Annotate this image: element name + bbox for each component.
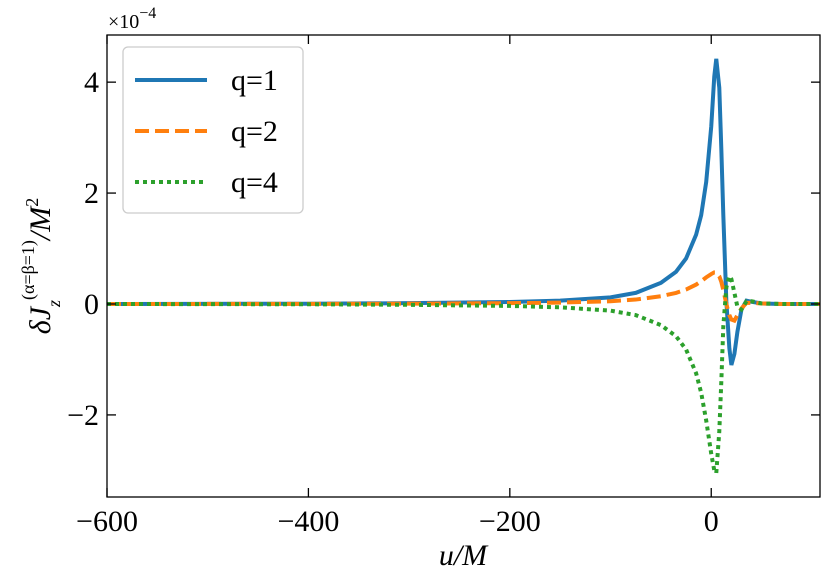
line-series: [107, 270, 820, 324]
x-tick-label: −400: [277, 505, 339, 538]
legend-box: [122, 46, 304, 214]
ylabel-sup: (α=β=1): [18, 240, 39, 300]
y-multiplier: ×10−4: [108, 5, 156, 33]
line-series: [107, 271, 820, 479]
legend-label: q=2: [231, 115, 278, 148]
y-axis-title: δJz (α=β=1)/M2: [18, 198, 64, 335]
ylabel-tail: /M: [24, 205, 57, 242]
y-tick-label: −2: [67, 399, 99, 432]
multiplier-base: ×10: [108, 11, 139, 33]
multiplier-exponent: −4: [139, 5, 156, 22]
x-tick-label: 0: [704, 505, 719, 538]
x-tick-label: −600: [76, 505, 138, 538]
legend-label: q=4: [231, 166, 278, 199]
x-tick-label: −200: [479, 505, 541, 538]
plot-frame: [106, 34, 821, 498]
legend-label: q=1: [231, 64, 278, 97]
y-tick-label: 0: [84, 288, 99, 321]
ylabel-sub: z: [44, 300, 64, 308]
ylabel-tail-sup: 2: [22, 198, 42, 207]
ylabel-main: δJ: [24, 305, 57, 334]
y-tick-label: 2: [84, 177, 99, 210]
y-tick-label: 4: [84, 66, 99, 99]
x-axis-title: u/M: [439, 539, 489, 572]
